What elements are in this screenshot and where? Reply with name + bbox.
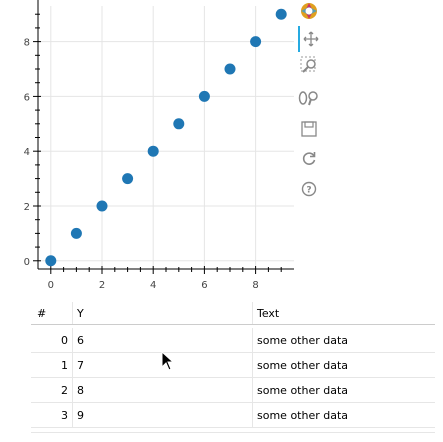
table-header-row: # Y Text [31,302,435,325]
x-tick-label: 4 [150,280,156,291]
cell-text[interactable]: some other data [257,358,349,372]
cell-y[interactable]: 7 [73,353,253,377]
data-point [122,173,134,185]
data-point [70,227,82,239]
reset-icon [302,152,316,165]
row-index: 0 [31,328,73,352]
box-zoom-button[interactable] [298,54,320,76]
save-button[interactable] [298,118,320,140]
table-row[interactable]: 3 9 some other data [31,403,435,428]
y-tick-label: 0 [24,257,30,268]
x-tick-label: 2 [99,280,105,291]
x-tick-label: 6 [201,280,207,291]
cell-text[interactable]: some other data [257,408,349,422]
row-index: 1 [31,353,73,377]
help-button[interactable]: ? [298,178,320,200]
table-row[interactable]: 2 8 some other data [31,378,435,403]
box-zoom-icon [300,56,316,73]
plot-axes [33,0,294,274]
x-tick-label: 0 [48,280,54,291]
help-icon: ? [301,181,317,197]
row-index: 3 [31,403,73,427]
data-point [45,255,57,267]
column-header-text[interactable]: Text [257,306,280,320]
scatter-plot[interactable]: 0 2 4 6 8 0 2 4 6 8 [0,0,443,298]
data-point [96,200,108,212]
cell-y[interactable]: 6 [73,328,253,352]
cell-text[interactable]: some other data [257,383,349,397]
data-table: # Y Text 0 6 some other data 1 7 some ot… [31,302,435,433]
mouse-cursor-icon [161,351,175,371]
wheel-zoom-icon [298,91,318,106]
data-point [198,90,210,102]
y-tick-label: 2 [24,202,30,213]
cell-text[interactable]: some other data [257,333,349,347]
y-tick-label: 6 [24,92,30,103]
column-header-index[interactable]: # [31,302,73,324]
save-icon [301,121,317,137]
data-point [275,8,287,20]
cell-y[interactable]: 8 [73,378,253,402]
data-point [173,118,185,130]
row-index: 2 [31,378,73,402]
table-row[interactable]: 1 7 some other data [31,353,435,378]
tick-labels: 0 2 4 6 8 0 2 4 6 8 [24,38,259,291]
table-row[interactable]: 0 6 some other data [31,328,435,353]
y-tick-label: 8 [24,38,30,49]
column-header-y[interactable]: Y [73,302,253,324]
y-tick-label: 4 [24,147,30,158]
pan-icon [303,31,319,47]
svg-text:?: ? [306,186,311,196]
bokeh-logo-icon[interactable] [298,0,320,22]
x-tick-label: 8 [252,280,258,291]
data-point [224,63,236,75]
plot-toolbar: ? [294,0,324,200]
reset-button[interactable] [298,147,320,169]
pan-tool-button[interactable] [298,26,322,52]
data-point [250,36,262,48]
data-points [45,8,287,267]
data-point [147,145,159,157]
wheel-zoom-button[interactable] [298,87,320,109]
cell-y[interactable]: 9 [73,403,253,427]
